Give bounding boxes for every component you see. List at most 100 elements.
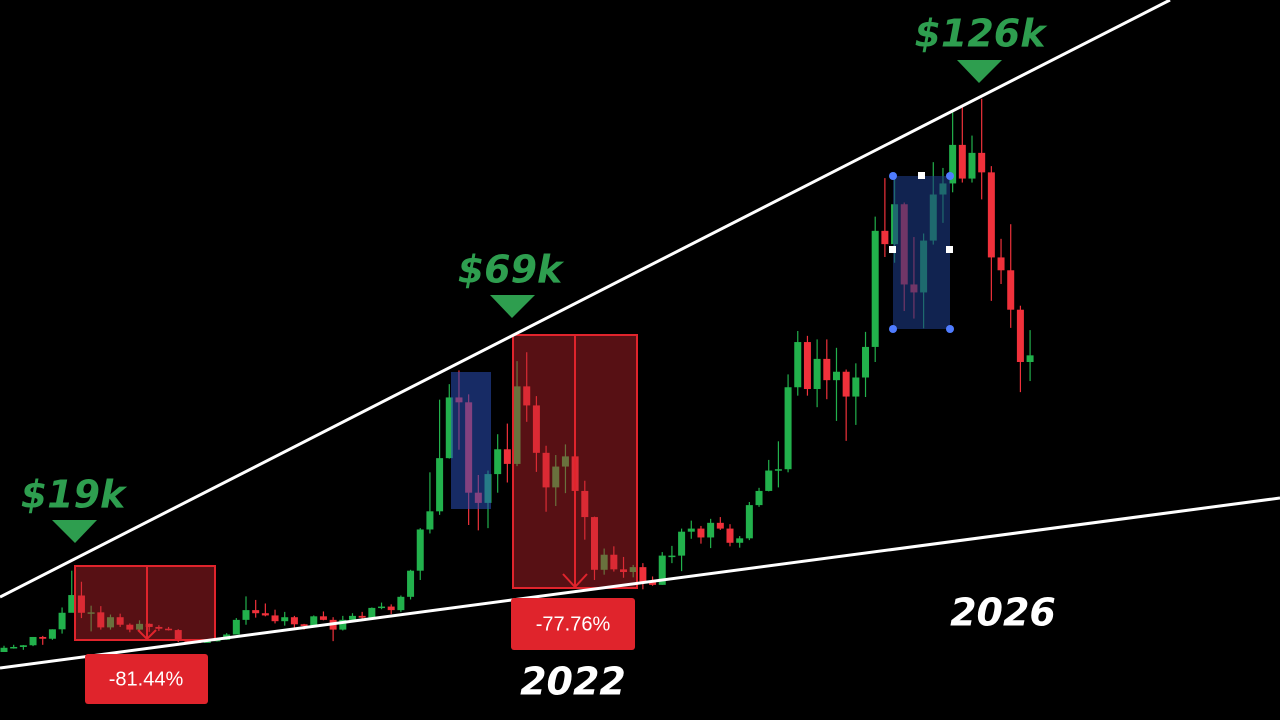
candle-body	[319, 616, 327, 620]
candle-body	[368, 607, 376, 618]
peak-label: $19k	[21, 473, 128, 517]
handle[interactable]	[946, 172, 954, 180]
candle-body	[165, 628, 173, 631]
candle-body	[968, 152, 976, 179]
peak-marker	[957, 60, 1002, 83]
handle[interactable]	[946, 246, 953, 253]
candle-body	[803, 342, 811, 390]
candle-body	[271, 615, 279, 622]
candle-body	[542, 452, 550, 488]
candle-body	[252, 610, 260, 614]
drawdown-label: -81.44%	[109, 668, 184, 690]
candle-body	[726, 528, 734, 543]
handle[interactable]	[889, 172, 897, 180]
trendline	[0, 0, 1171, 599]
candle-body	[126, 624, 134, 630]
candle-body	[774, 469, 782, 471]
candle-body	[136, 623, 144, 630]
candle-body	[658, 555, 666, 585]
candle-body	[58, 612, 66, 630]
handle[interactable]	[889, 246, 896, 253]
candle-body	[958, 144, 966, 179]
range-box	[451, 372, 491, 509]
candle-body	[649, 581, 657, 585]
candle-body	[145, 623, 153, 627]
candle-body	[523, 386, 531, 406]
candle-body	[339, 619, 347, 630]
candle-body	[1007, 270, 1015, 310]
candle-body	[503, 449, 511, 464]
drawdown-arrow	[562, 573, 588, 589]
candle-body	[203, 641, 211, 643]
candle-body	[387, 606, 395, 611]
peak-label: $69k	[458, 248, 565, 292]
drawdown-box	[74, 565, 216, 641]
candle-body	[813, 358, 821, 390]
candle-body	[29, 636, 37, 646]
peak-marker	[490, 295, 535, 318]
candle-body	[590, 517, 598, 570]
candle-body	[116, 617, 124, 625]
candle-body	[600, 554, 608, 570]
candle-body	[106, 617, 114, 628]
handle[interactable]	[946, 325, 954, 333]
candle-body	[736, 538, 744, 543]
candle-body	[707, 522, 715, 538]
candle-body	[281, 617, 289, 622]
candle-body	[881, 230, 889, 245]
handle[interactable]	[918, 172, 925, 179]
candle-body	[436, 458, 444, 512]
candle-body	[765, 470, 773, 491]
candle-body	[310, 616, 318, 627]
candle-body	[832, 371, 840, 381]
candle-body	[77, 595, 85, 613]
candle-body	[19, 645, 27, 647]
candle-body	[871, 230, 879, 347]
candle-body	[155, 626, 163, 629]
candle-body	[397, 596, 405, 611]
drawdown-label-box	[85, 654, 208, 704]
candle-body	[232, 619, 240, 635]
candle-body	[494, 449, 502, 475]
candle-body	[174, 630, 182, 641]
candle-body	[261, 613, 269, 616]
candle-body	[862, 346, 870, 378]
candle-body	[97, 612, 105, 628]
handles	[889, 172, 954, 333]
candle-body	[842, 371, 850, 397]
candle-body	[48, 629, 56, 639]
candle-body	[620, 569, 628, 573]
candle-body	[10, 646, 18, 649]
candle-body	[445, 397, 453, 459]
candle-body	[823, 358, 831, 381]
candle-body	[0, 647, 8, 652]
candle-body	[610, 554, 618, 570]
candle-body	[407, 570, 415, 597]
candle-body	[745, 505, 753, 539]
candle-body	[978, 152, 986, 173]
candle-body	[39, 636, 47, 639]
peak-label: $126k	[914, 12, 1048, 56]
candle-body	[290, 617, 298, 625]
handle[interactable]	[889, 325, 897, 333]
candle-body	[949, 144, 957, 184]
drawdown-label-box	[511, 598, 635, 650]
candle-body	[668, 555, 676, 558]
candle-body	[716, 522, 724, 529]
peak-marker	[52, 520, 97, 543]
candle-body	[552, 466, 560, 488]
year-label: 2022	[520, 660, 626, 704]
candle-body	[378, 606, 386, 609]
candle-body	[1016, 309, 1024, 362]
candle-body	[687, 528, 695, 532]
candle-body	[532, 405, 540, 453]
year-label: 2026	[950, 591, 1056, 635]
candle-body	[852, 377, 860, 397]
candle-body	[300, 624, 308, 627]
candle-body	[581, 490, 589, 518]
trendline	[0, 496, 1280, 670]
candle-body	[678, 531, 686, 556]
candle-body	[358, 615, 366, 618]
